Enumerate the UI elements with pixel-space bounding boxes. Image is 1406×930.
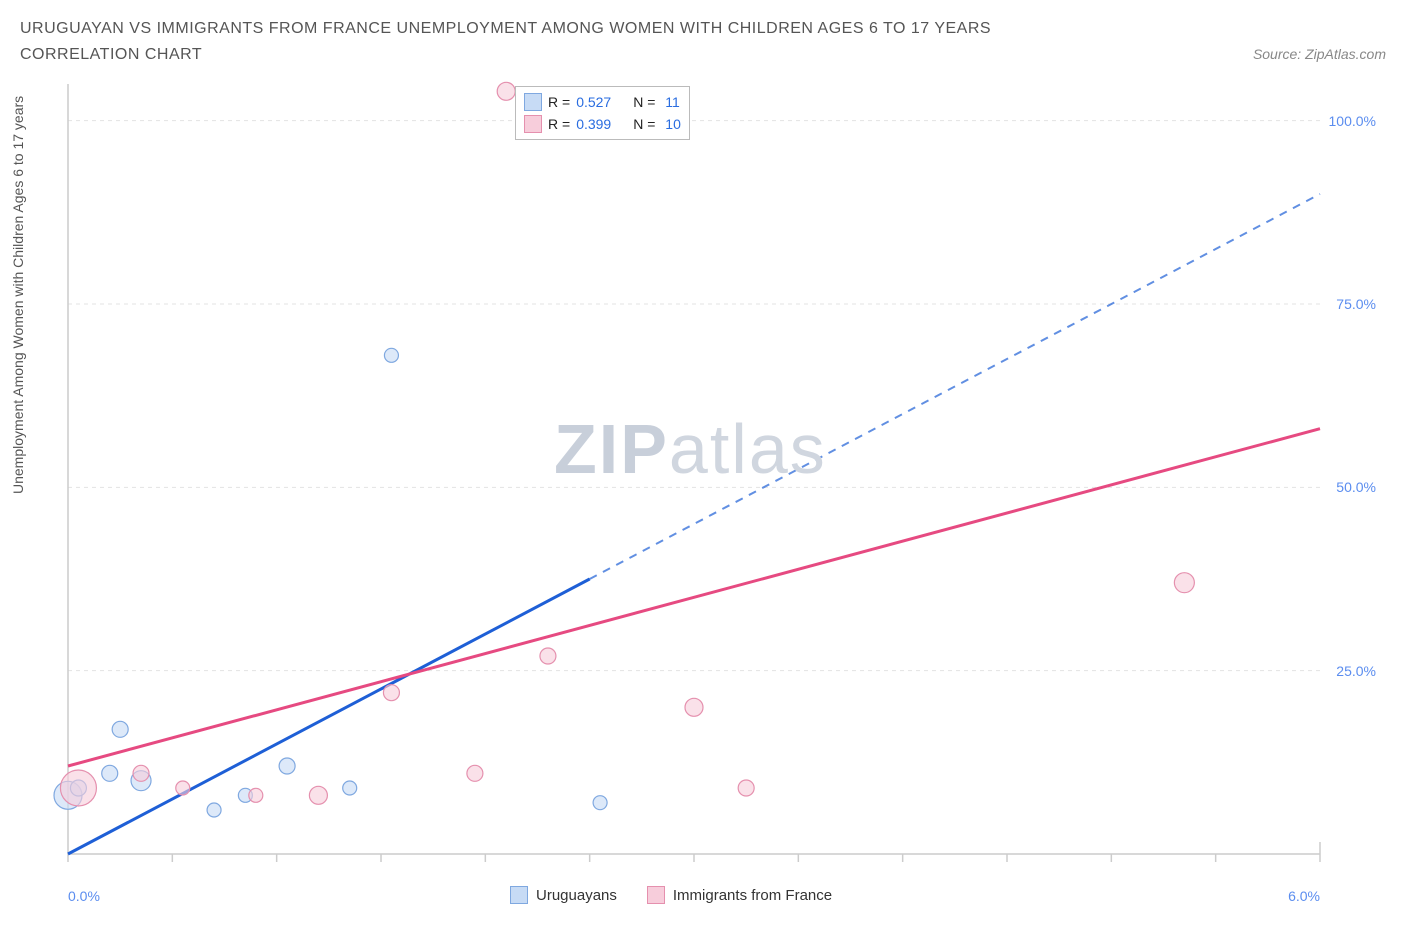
y-tick-label: 25.0% bbox=[1336, 663, 1376, 679]
y-tick-label: 75.0% bbox=[1336, 296, 1376, 312]
stats-row: R = 0.399 N = 10 bbox=[524, 113, 681, 135]
chart-source: Source: ZipAtlas.com bbox=[1253, 46, 1386, 62]
stat-r-value: 0.399 bbox=[576, 113, 611, 135]
stats-legend-box: R = 0.527 N = 11 R = 0.399 N = 10 bbox=[515, 86, 690, 140]
y-tick-label: 100.0% bbox=[1329, 113, 1376, 129]
legend-swatch bbox=[524, 115, 542, 133]
y-tick-label: 50.0% bbox=[1336, 479, 1376, 495]
legend-label: Uruguayans bbox=[536, 887, 617, 904]
stat-r-label: R = bbox=[548, 113, 570, 135]
stat-r-value: 0.527 bbox=[576, 91, 611, 113]
legend-swatch bbox=[524, 93, 542, 111]
bottom-legend: Uruguayans Immigrants from France bbox=[510, 886, 832, 904]
legend-item: Immigrants from France bbox=[647, 886, 832, 904]
stat-n-value: 11 bbox=[661, 91, 679, 113]
x-tick-label: 6.0% bbox=[1288, 888, 1320, 904]
stats-row: R = 0.527 N = 11 bbox=[524, 91, 681, 113]
legend-label: Immigrants from France bbox=[673, 887, 832, 904]
correlation-chart: URUGUAYAN VS IMMIGRANTS FROM FRANCE UNEM… bbox=[20, 20, 1386, 904]
legend-item: Uruguayans bbox=[510, 886, 617, 904]
stat-r-label: R = bbox=[548, 91, 570, 113]
stat-n-value: 10 bbox=[661, 113, 680, 135]
stat-n-label: N = bbox=[633, 91, 655, 113]
x-tick-label: 0.0% bbox=[68, 888, 100, 904]
legend-swatch bbox=[647, 886, 665, 904]
plot-area: Unemployment Among Women with Children A… bbox=[20, 74, 1386, 904]
chart-title-line1: URUGUAYAN VS IMMIGRANTS FROM FRANCE UNEM… bbox=[20, 20, 1386, 38]
legend-swatch bbox=[510, 886, 528, 904]
scatter-plot-svg bbox=[20, 74, 1386, 904]
stat-n-label: N = bbox=[633, 113, 655, 135]
chart-title-line2: CORRELATION CHART bbox=[20, 46, 202, 64]
